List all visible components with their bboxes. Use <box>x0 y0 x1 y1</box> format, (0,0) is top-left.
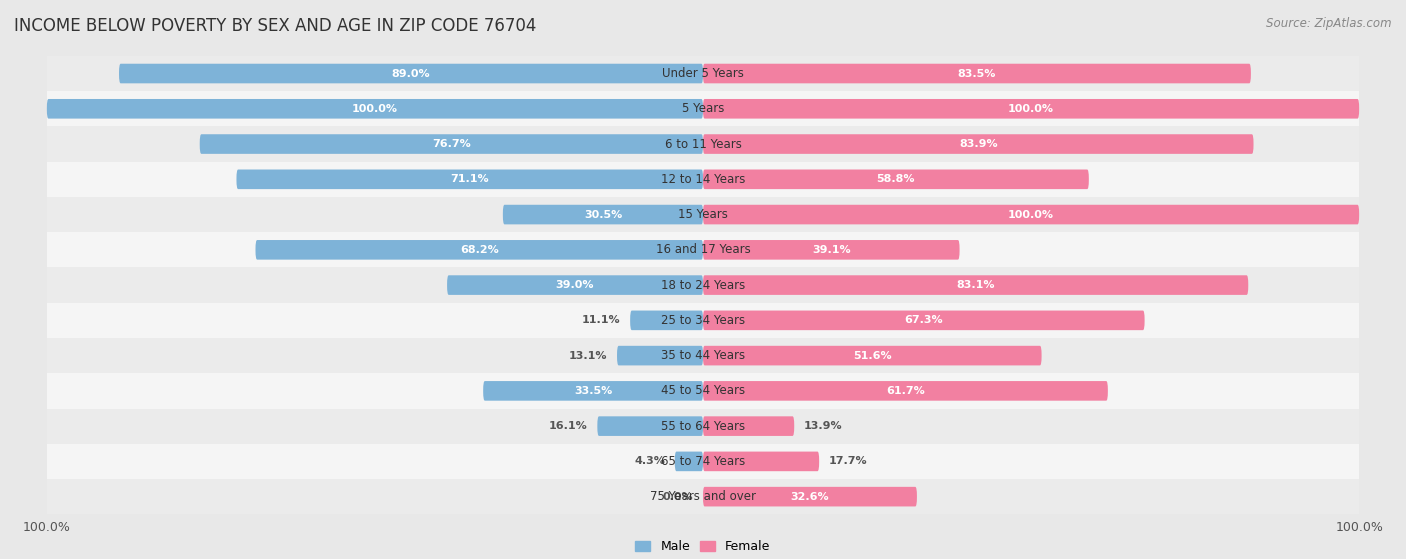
FancyBboxPatch shape <box>484 381 703 401</box>
Text: 39.0%: 39.0% <box>555 280 595 290</box>
Legend: Male, Female: Male, Female <box>630 536 776 558</box>
Text: 65 to 74 Years: 65 to 74 Years <box>661 455 745 468</box>
Text: 4.3%: 4.3% <box>634 456 665 466</box>
Text: 39.1%: 39.1% <box>811 245 851 255</box>
Bar <box>46 56 1360 91</box>
FancyBboxPatch shape <box>598 416 703 436</box>
Text: 51.6%: 51.6% <box>853 350 891 361</box>
Text: 6 to 11 Years: 6 to 11 Years <box>665 138 741 150</box>
Text: 75 Years and over: 75 Years and over <box>650 490 756 503</box>
Bar <box>46 162 1360 197</box>
Bar <box>46 303 1360 338</box>
FancyBboxPatch shape <box>703 346 1042 366</box>
Text: 76.7%: 76.7% <box>432 139 471 149</box>
FancyBboxPatch shape <box>703 99 1360 119</box>
Text: 5 Years: 5 Years <box>682 102 724 115</box>
FancyBboxPatch shape <box>236 169 703 189</box>
FancyBboxPatch shape <box>703 381 1108 401</box>
FancyBboxPatch shape <box>46 99 703 119</box>
Text: 35 to 44 Years: 35 to 44 Years <box>661 349 745 362</box>
Text: 16.1%: 16.1% <box>548 421 588 431</box>
Text: 16 and 17 Years: 16 and 17 Years <box>655 243 751 257</box>
Bar <box>46 444 1360 479</box>
Bar <box>46 267 1360 303</box>
Bar <box>46 197 1360 232</box>
FancyBboxPatch shape <box>703 205 1360 224</box>
Text: 100.0%: 100.0% <box>352 104 398 114</box>
Text: 15 Years: 15 Years <box>678 208 728 221</box>
FancyBboxPatch shape <box>703 169 1088 189</box>
Text: 89.0%: 89.0% <box>392 69 430 78</box>
Bar <box>46 91 1360 126</box>
Text: 58.8%: 58.8% <box>877 174 915 184</box>
Text: 83.5%: 83.5% <box>957 69 995 78</box>
Text: 83.1%: 83.1% <box>956 280 995 290</box>
Bar <box>46 126 1360 162</box>
Text: 68.2%: 68.2% <box>460 245 499 255</box>
Text: 18 to 24 Years: 18 to 24 Years <box>661 278 745 292</box>
FancyBboxPatch shape <box>703 416 794 436</box>
Text: INCOME BELOW POVERTY BY SEX AND AGE IN ZIP CODE 76704: INCOME BELOW POVERTY BY SEX AND AGE IN Z… <box>14 17 537 35</box>
FancyBboxPatch shape <box>503 205 703 224</box>
Text: 13.9%: 13.9% <box>804 421 842 431</box>
Bar <box>46 373 1360 409</box>
Bar <box>46 479 1360 514</box>
Text: 61.7%: 61.7% <box>886 386 925 396</box>
FancyBboxPatch shape <box>630 311 703 330</box>
Text: 32.6%: 32.6% <box>790 492 830 501</box>
Text: 25 to 34 Years: 25 to 34 Years <box>661 314 745 327</box>
FancyBboxPatch shape <box>703 275 1249 295</box>
Bar <box>46 338 1360 373</box>
Text: 33.5%: 33.5% <box>574 386 612 396</box>
Bar <box>46 232 1360 267</box>
FancyBboxPatch shape <box>447 275 703 295</box>
Text: 55 to 64 Years: 55 to 64 Years <box>661 420 745 433</box>
Text: 17.7%: 17.7% <box>830 456 868 466</box>
Text: 83.9%: 83.9% <box>959 139 998 149</box>
Text: 30.5%: 30.5% <box>583 210 621 220</box>
FancyBboxPatch shape <box>256 240 703 259</box>
Text: 11.1%: 11.1% <box>582 315 620 325</box>
Bar <box>46 409 1360 444</box>
FancyBboxPatch shape <box>703 134 1254 154</box>
Text: 67.3%: 67.3% <box>904 315 943 325</box>
FancyBboxPatch shape <box>703 452 820 471</box>
Text: Under 5 Years: Under 5 Years <box>662 67 744 80</box>
Text: 100.0%: 100.0% <box>1008 104 1054 114</box>
FancyBboxPatch shape <box>703 311 1144 330</box>
Text: 45 to 54 Years: 45 to 54 Years <box>661 385 745 397</box>
Text: 13.1%: 13.1% <box>568 350 607 361</box>
FancyBboxPatch shape <box>703 240 959 259</box>
Text: Source: ZipAtlas.com: Source: ZipAtlas.com <box>1267 17 1392 30</box>
Text: 100.0%: 100.0% <box>1008 210 1054 220</box>
Text: 12 to 14 Years: 12 to 14 Years <box>661 173 745 186</box>
FancyBboxPatch shape <box>120 64 703 83</box>
FancyBboxPatch shape <box>617 346 703 366</box>
Text: 0.0%: 0.0% <box>662 492 693 501</box>
FancyBboxPatch shape <box>675 452 703 471</box>
FancyBboxPatch shape <box>200 134 703 154</box>
FancyBboxPatch shape <box>703 487 917 506</box>
FancyBboxPatch shape <box>703 64 1251 83</box>
Text: 71.1%: 71.1% <box>450 174 489 184</box>
